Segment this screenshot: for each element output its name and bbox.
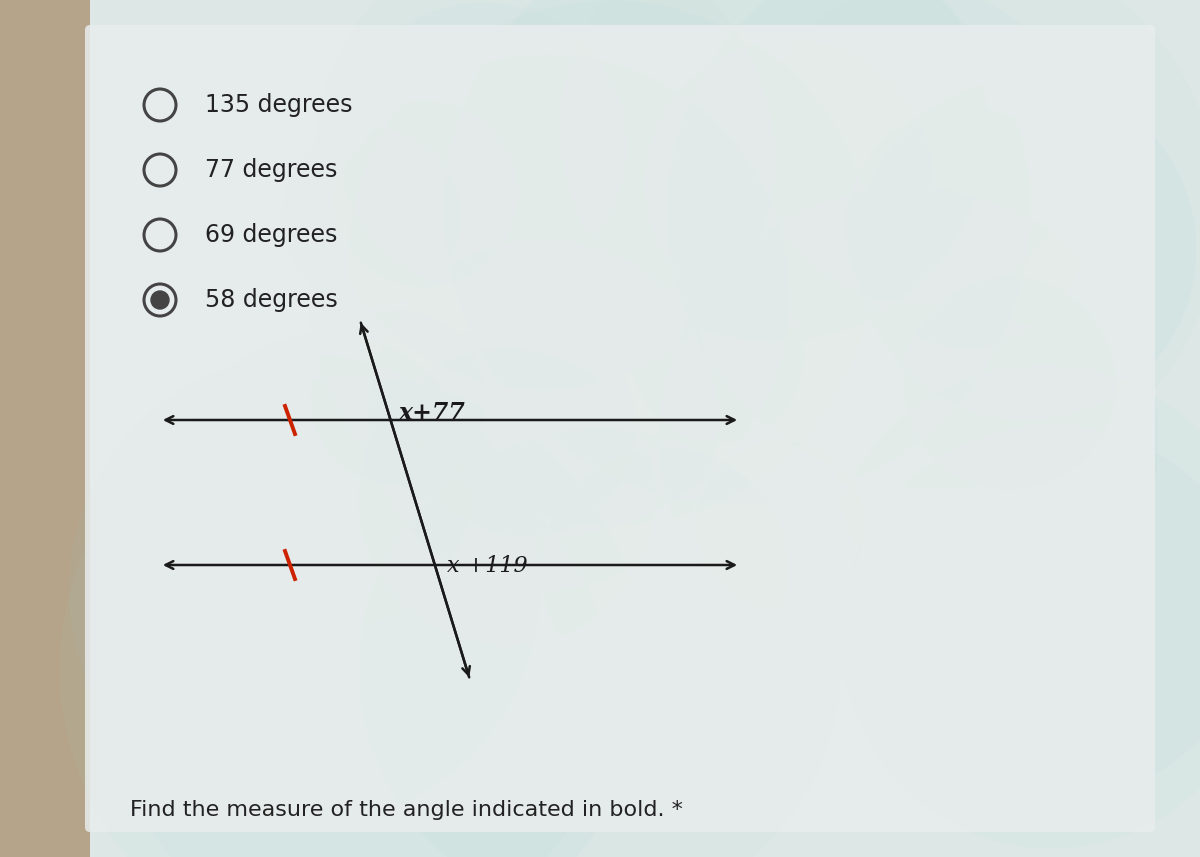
Circle shape — [659, 187, 1158, 686]
Bar — [0, 0, 90, 857]
Circle shape — [414, 315, 636, 536]
Circle shape — [310, 309, 485, 485]
Circle shape — [151, 291, 169, 309]
Text: x+77: x+77 — [398, 401, 466, 425]
Circle shape — [904, 277, 1116, 489]
Circle shape — [176, 333, 474, 631]
Circle shape — [308, 55, 790, 536]
Circle shape — [359, 429, 841, 857]
Circle shape — [856, 80, 1196, 420]
Circle shape — [60, 377, 644, 857]
Circle shape — [444, 0, 1031, 504]
Circle shape — [840, 425, 1200, 848]
Circle shape — [696, 440, 865, 609]
Circle shape — [313, 0, 774, 389]
FancyBboxPatch shape — [85, 25, 1154, 832]
Text: x +119: x +119 — [446, 555, 528, 577]
Circle shape — [666, 0, 1200, 488]
Text: 58 degrees: 58 degrees — [205, 288, 337, 312]
Text: Find the measure of the angle indicated in bold. *: Find the measure of the angle indicated … — [130, 800, 683, 820]
Circle shape — [359, 349, 655, 646]
Text: 69 degrees: 69 degrees — [205, 223, 337, 247]
Text: 77 degrees: 77 degrees — [205, 158, 337, 182]
Circle shape — [541, 447, 788, 695]
Circle shape — [68, 354, 540, 824]
Circle shape — [332, 101, 517, 286]
Circle shape — [824, 366, 1200, 804]
Text: 135 degrees: 135 degrees — [205, 93, 353, 117]
